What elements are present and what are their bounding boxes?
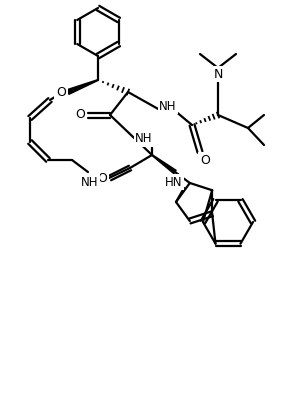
- Polygon shape: [152, 155, 176, 174]
- Text: NH: NH: [135, 132, 153, 146]
- Text: N: N: [213, 68, 223, 80]
- Text: O: O: [200, 154, 210, 166]
- Text: O: O: [97, 172, 107, 184]
- Polygon shape: [67, 80, 98, 94]
- Text: O: O: [56, 86, 66, 98]
- Text: O: O: [75, 108, 85, 122]
- Text: HN: HN: [165, 176, 183, 188]
- Text: NH: NH: [159, 100, 177, 112]
- Text: NH: NH: [81, 176, 99, 188]
